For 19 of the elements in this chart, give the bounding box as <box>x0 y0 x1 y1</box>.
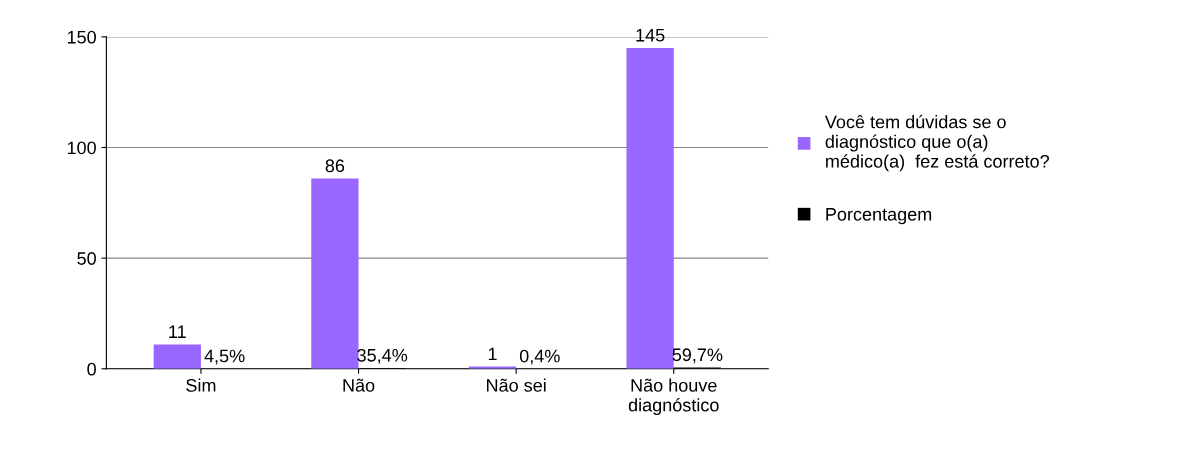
bar <box>153 344 201 369</box>
data-label: 145 <box>636 29 665 42</box>
data-label: 4,5% <box>204 349 245 365</box>
data-label: 1 <box>488 347 497 361</box>
x-tick-label: Não sei <box>487 378 546 392</box>
x-tick-label: Sim <box>186 378 216 392</box>
y-tick-label: 50 <box>77 252 96 265</box>
x-tick-label: Não houve diagnóstico <box>628 378 719 416</box>
data-label: 11 <box>169 325 186 338</box>
legend-label: Porcentagem <box>826 208 932 225</box>
data-label: 0,4% <box>519 349 560 365</box>
y-tick-label: 0 <box>87 362 96 376</box>
y-tick-label: 150 <box>67 30 96 44</box>
bar <box>311 178 359 369</box>
bar <box>626 47 674 369</box>
x-tick-label: Não <box>343 378 375 392</box>
y-tick-label: 100 <box>67 141 96 155</box>
data-label: 86 <box>325 159 345 173</box>
legend-label: Você tem dúvidas se o diagnóstico que o(a) médico(a) fez está correto? <box>824 114 1049 172</box>
